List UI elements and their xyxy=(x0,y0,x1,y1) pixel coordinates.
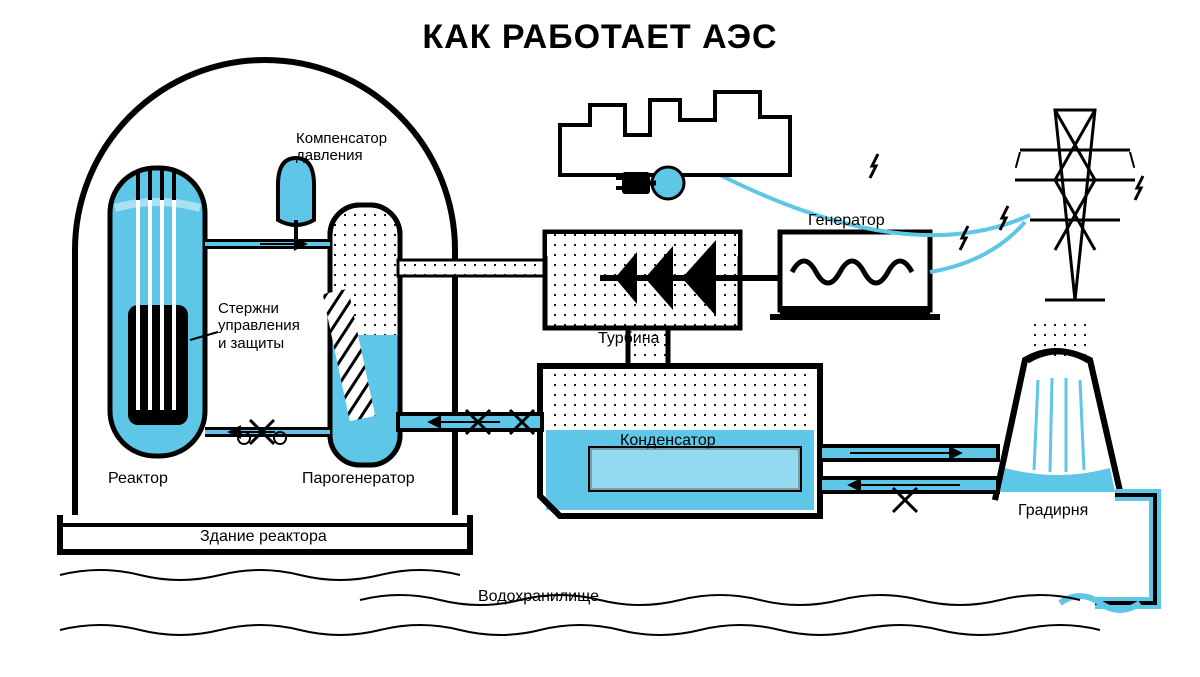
reactor-vessel xyxy=(110,168,218,456)
label-steam-gen: Парогенератор xyxy=(302,470,415,488)
steam-line xyxy=(398,260,558,276)
pylon-icon xyxy=(1015,110,1135,300)
cooling-loop xyxy=(820,446,998,512)
label-control-rods: Стержни управления и защиты xyxy=(218,300,300,352)
city-icon xyxy=(560,92,790,175)
label-building: Здание реактора xyxy=(200,528,327,546)
diagram-title: КАК РАБОТАЕТ АЭС xyxy=(0,18,1200,57)
label-reactor: Реактор xyxy=(108,470,168,488)
label-generator: Генератор xyxy=(808,212,885,230)
label-pressurizer: Компенсатор давления xyxy=(296,130,387,165)
label-condenser: Конденсатор xyxy=(620,432,716,450)
cooling-tower xyxy=(995,318,1122,500)
pump-icon xyxy=(238,420,286,444)
label-reservoir: Водохранилище xyxy=(478,588,599,606)
steam-generator xyxy=(323,205,400,466)
feedwater-line xyxy=(398,410,542,434)
diagram-stage: КАК РАБОТАЕТ АЭС Реактор Стержни управле… xyxy=(0,0,1200,677)
label-cooling-tower: Градирня xyxy=(1018,502,1088,520)
generator xyxy=(770,232,940,320)
pressurizer xyxy=(278,158,314,244)
turbine xyxy=(545,232,780,328)
label-turbine: Турбина xyxy=(598,330,659,348)
